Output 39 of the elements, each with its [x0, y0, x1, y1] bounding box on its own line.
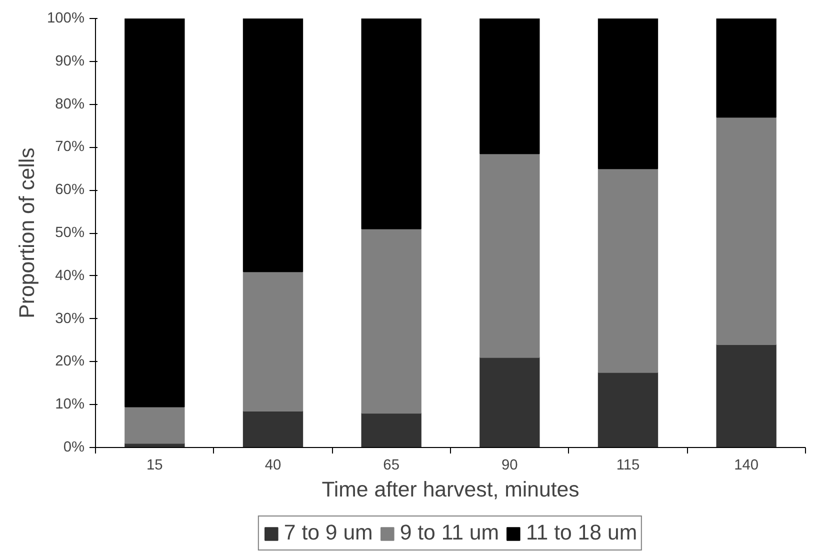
bar — [361, 412, 422, 448]
y-tick-label: 0% — [63, 440, 85, 456]
bar — [480, 153, 540, 358]
legend-label: 9 to 11 um — [400, 520, 500, 546]
bar — [716, 116, 776, 346]
y-tick-label: 20% — [55, 354, 85, 370]
bar — [124, 406, 185, 444]
bar — [716, 344, 776, 448]
y-tick-label: 90% — [55, 53, 85, 70]
bar — [361, 228, 422, 414]
y-axis-title: Proportion of cells — [15, 148, 40, 318]
y-tick-label: 60% — [55, 182, 85, 198]
bar — [361, 18, 422, 230]
bar — [598, 372, 658, 448]
bar — [716, 18, 776, 118]
x-tick-label: 115 — [616, 458, 640, 474]
bar — [242, 18, 304, 272]
x-tick-label: 90 — [502, 458, 518, 474]
y-tick-label: 40% — [55, 268, 85, 284]
bar — [480, 18, 540, 154]
bar — [480, 356, 540, 448]
legend-label: 7 to 9 um — [284, 520, 373, 546]
y-tick-label: 50% — [55, 225, 85, 241]
x-axis-title: Time after harvest, minutes — [322, 478, 580, 502]
legend-label: 11 to 18 um — [526, 520, 638, 546]
y-tick-label: 100% — [47, 10, 85, 26]
x-tick-label: 140 — [734, 458, 759, 474]
bar — [124, 18, 185, 408]
bar — [598, 18, 658, 170]
x-tick-label: 15 — [146, 458, 163, 474]
bar — [242, 410, 304, 448]
bar — [598, 168, 658, 373]
x-tick-label: 65 — [383, 458, 400, 474]
y-tick-label: 80% — [55, 96, 85, 112]
y-tick-label: 30% — [55, 310, 85, 327]
y-tick-label: 10% — [55, 396, 85, 413]
bar — [242, 271, 304, 412]
x-tick-label: 40 — [264, 458, 282, 474]
y-tick-label: 70% — [55, 139, 85, 156]
